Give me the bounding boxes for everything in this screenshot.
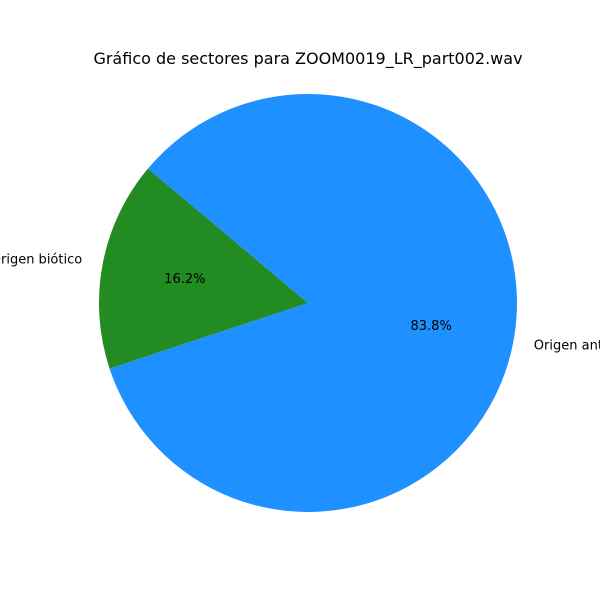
pie-percent-label: 83.8% xyxy=(411,319,452,334)
chart-title: Gráfico de sectores para ZOOM0019_LR_par… xyxy=(93,49,522,69)
pie-slices xyxy=(99,94,518,512)
pie-slice-origen-antropico xyxy=(109,94,518,512)
pie-slice-label: Origen biótico xyxy=(0,252,82,267)
pie-percent-label: 16.2% xyxy=(164,272,205,287)
pie-slice-origen-biotico xyxy=(99,168,309,369)
pie-labels: 16.2% Origen biótico 83.8% Origen antrópico xyxy=(0,252,600,353)
pie-slice-label: Origen antrópico xyxy=(534,339,600,354)
